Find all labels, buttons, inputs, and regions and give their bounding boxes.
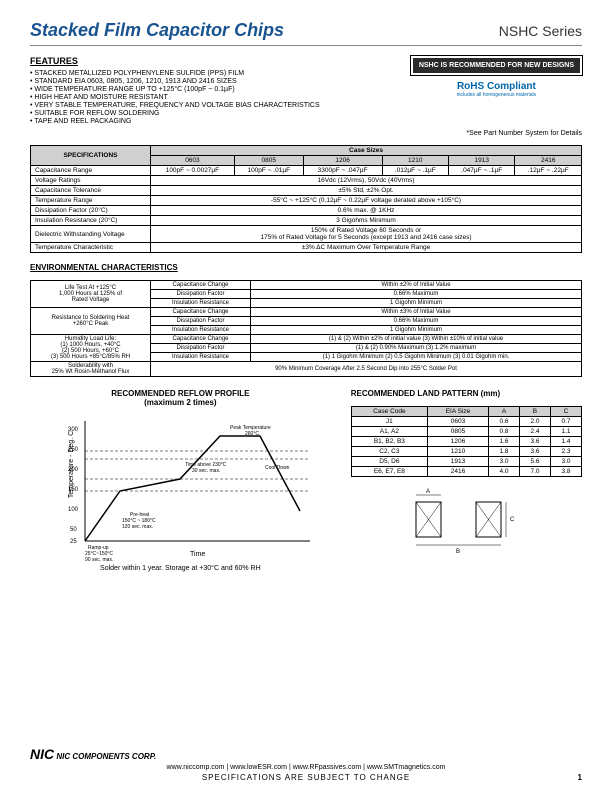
svg-text:260°C: 260°C xyxy=(245,431,259,437)
land-pattern-section: RECOMMENDED LAND PATTERN (mm) Case CodeE… xyxy=(351,389,582,572)
svg-text:25: 25 xyxy=(70,539,77,545)
feature-item: • VERY STABLE TEMPERATURE, FREQUENCY AND… xyxy=(30,102,411,109)
reflow-section: RECOMMENDED REFLOW PROFILE(maximum 2 tim… xyxy=(30,389,331,572)
page-title: Stacked Film Capacitor Chips xyxy=(30,20,284,41)
footer-spec: SPECIFICATIONS ARE SUBJECT TO CHANGE xyxy=(0,773,612,782)
footer-links: www.niccomp.com | www.lowESR.com | www.R… xyxy=(0,764,612,771)
y-axis-label: Temperature - Deg. C xyxy=(68,431,75,498)
features-list: • STACKED METALLIZED POLYPHENYLENE SULFI… xyxy=(30,70,411,125)
feature-item: • TAPE AND REEL PACKAGING xyxy=(30,118,411,125)
land-diagram: A B C xyxy=(351,487,582,557)
svg-text:90 sec. max.: 90 sec. max. xyxy=(85,557,113,561)
rohs-label: RoHS Compliant xyxy=(411,81,582,92)
reflow-footer: Solder within 1 year. Storage at +30°C a… xyxy=(30,565,331,572)
svg-text:A: A xyxy=(426,489,430,495)
features-heading: FEATURES xyxy=(30,56,411,66)
feature-item: • WIDE TEMPERATURE RANGE UP TO +125°C (1… xyxy=(30,86,411,93)
env-title: ENVIRONMENTAL CHARACTERISTICS xyxy=(30,263,582,272)
svg-text:30 sec. max.: 30 sec. max. xyxy=(192,468,220,474)
svg-text:B: B xyxy=(456,549,460,555)
feature-item: • STANDARD EIA 0603, 0805, 1206, 1210, 1… xyxy=(30,78,411,85)
recommendation-box: NSHC IS RECOMMENDED FOR NEW DESIGNS xyxy=(411,56,582,75)
svg-text:C: C xyxy=(510,517,515,523)
rohs-sub: includes all homogeneous materials xyxy=(411,92,582,98)
land-pattern-table: Case CodeEIA SizeABCJ106030.62.00.7A1, A… xyxy=(351,406,582,477)
part-number-note: *See Part Number System for Details xyxy=(30,130,582,137)
reflow-chart: 25 50 100 150 200 250 300 Peak Temperatu… xyxy=(60,411,331,561)
callout-section: NSHC IS RECOMMENDED FOR NEW DESIGNS RoHS… xyxy=(411,56,582,126)
feature-item: • SUITABLE FOR REFLOW SOLDERING xyxy=(30,110,411,117)
svg-text:50: 50 xyxy=(70,527,77,533)
brand-logo: NIC NIC COMPONENTS CORP. xyxy=(30,746,156,762)
svg-text:120 sec. max.: 120 sec. max. xyxy=(122,524,153,530)
feature-item: • HIGH HEAT AND MOISTURE RESISTANT xyxy=(30,94,411,101)
page-number: 1 xyxy=(578,773,582,782)
feature-item: • STACKED METALLIZED POLYPHENYLENE SULFI… xyxy=(30,70,411,77)
series-label: NSHC Series xyxy=(499,23,582,39)
page-footer: www.niccomp.com | www.lowESR.com | www.R… xyxy=(0,764,612,782)
page-header: Stacked Film Capacitor Chips NSHC Series xyxy=(30,20,582,46)
svg-text:100: 100 xyxy=(68,507,79,513)
specifications-table: SPECIFICATIONSCase Sizes0603080512061210… xyxy=(30,145,582,253)
land-title: RECOMMENDED LAND PATTERN (mm) xyxy=(351,389,582,398)
environmental-table: Life Test At +125°C1,000 Hours at 125% o… xyxy=(30,280,582,377)
features-section: FEATURES • STACKED METALLIZED POLYPHENYL… xyxy=(30,56,411,126)
svg-text:Time: Time xyxy=(190,551,205,558)
reflow-title: RECOMMENDED REFLOW PROFILE(maximum 2 tim… xyxy=(30,389,331,407)
svg-text:Cool Down: Cool Down xyxy=(265,465,290,471)
